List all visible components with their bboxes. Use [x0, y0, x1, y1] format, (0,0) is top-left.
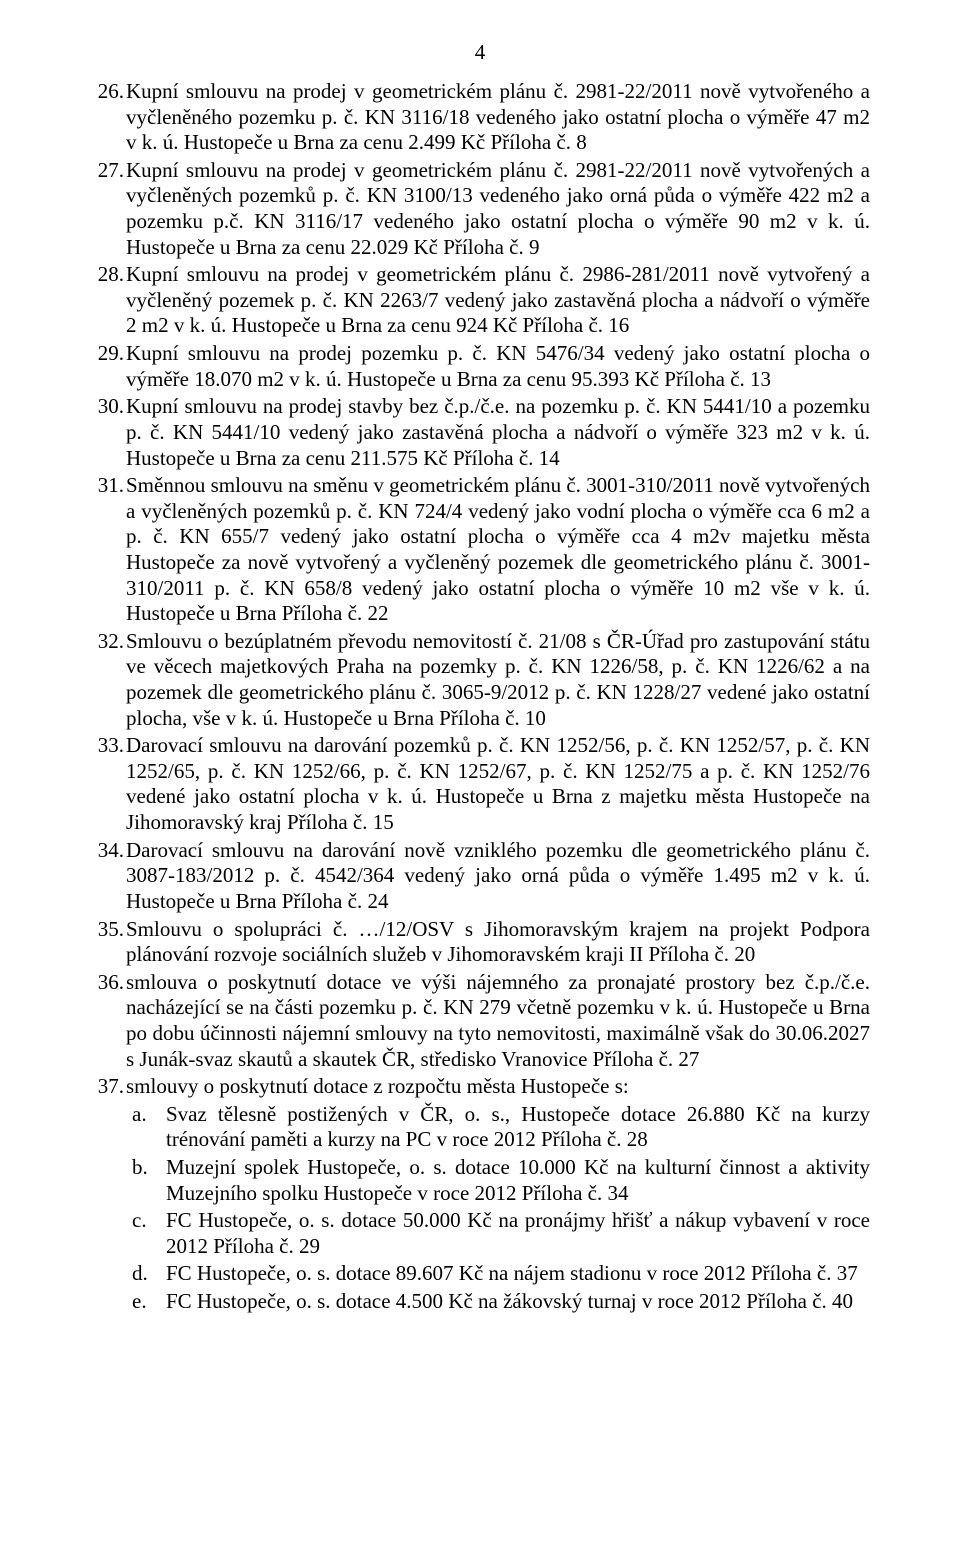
sub-item-text: FC Hustopeče, o. s. dotace 4.500 Kč na ž… [166, 1289, 853, 1313]
list-item: 31.Směnnou smlouvu na směnu v geometrick… [126, 473, 870, 627]
list-item: 28.Kupní smlouvu na prodej v geometrické… [126, 262, 870, 339]
list-item: 29.Kupní smlouvu na prodej pozemku p. č.… [126, 341, 870, 392]
sub-list-item: a.Svaz tělesně postižených v ČR, o. s., … [126, 1102, 870, 1153]
item-text: Směnnou smlouvu na směnu v geometrickém … [126, 473, 870, 625]
sub-item-label: e. [132, 1289, 160, 1315]
page-number: 4 [90, 40, 870, 65]
item-number: 37. [90, 1074, 124, 1100]
item-text: smlouvy o poskytnutí dotace z rozpočtu m… [126, 1074, 629, 1098]
item-number: 36. [90, 970, 124, 996]
sub-item-text: FC Hustopeče, o. s. dotace 89.607 Kč na … [166, 1261, 858, 1285]
list-item: 32.Smlouvu o bezúplatném převodu nemovit… [126, 629, 870, 731]
document-page: 4 26.Kupní smlouvu na prodej v geometric… [0, 0, 960, 1554]
sub-list-item: e.FC Hustopeče, o. s. dotace 4.500 Kč na… [126, 1289, 870, 1315]
ordered-list: 26.Kupní smlouvu na prodej v geometrické… [90, 79, 870, 1315]
item-text: Kupní smlouvu na prodej v geometrickém p… [126, 262, 870, 337]
item-text: Darovací smlouvu na darování nově vznikl… [126, 838, 870, 913]
item-number: 34. [90, 838, 124, 864]
list-item: 36.smlouva o poskytnutí dotace ve výši n… [126, 970, 870, 1072]
list-item: 26.Kupní smlouvu na prodej v geometrické… [126, 79, 870, 156]
sub-list: a.Svaz tělesně postižených v ČR, o. s., … [126, 1102, 870, 1315]
item-number: 30. [90, 394, 124, 420]
item-text: Smlouvu o bezúplatném převodu nemovitost… [126, 629, 870, 730]
item-number: 27. [90, 158, 124, 184]
sub-item-label: c. [132, 1208, 160, 1234]
item-number: 33. [90, 733, 124, 759]
item-number: 31. [90, 473, 124, 499]
item-text: Kupní smlouvu na prodej v geometrickém p… [126, 158, 870, 259]
list-item: 35.Smlouvu o spolupráci č. …/12/OSV s Ji… [126, 917, 870, 968]
sub-list-item: b.Muzejní spolek Hustopeče, o. s. dotace… [126, 1155, 870, 1206]
item-text: smlouva o poskytnutí dotace ve výši náje… [126, 970, 870, 1071]
item-number: 26. [90, 79, 124, 105]
item-text: Kupní smlouvu na prodej stavby bez č.p./… [126, 394, 870, 469]
sub-item-text: Muzejní spolek Hustopeče, o. s. dotace 1… [166, 1155, 870, 1205]
item-number: 28. [90, 262, 124, 288]
list-item: 30.Kupní smlouvu na prodej stavby bez č.… [126, 394, 870, 471]
item-number: 29. [90, 341, 124, 367]
item-text: Kupní smlouvu na prodej pozemku p. č. KN… [126, 341, 870, 391]
sub-item-label: a. [132, 1102, 160, 1128]
list-item: 37.smlouvy o poskytnutí dotace z rozpočt… [126, 1074, 870, 1100]
list-item: 34.Darovací smlouvu na darování nově vzn… [126, 838, 870, 915]
sub-item-label: d. [132, 1261, 160, 1287]
item-number: 32. [90, 629, 124, 655]
list-item: 27.Kupní smlouvu na prodej v geometrické… [126, 158, 870, 260]
sub-item-label: b. [132, 1155, 160, 1181]
item-text: Kupní smlouvu na prodej v geometrickém p… [126, 79, 870, 154]
sub-list-item: d.FC Hustopeče, o. s. dotace 89.607 Kč n… [126, 1261, 870, 1287]
item-text: Smlouvu o spolupráci č. …/12/OSV s Jihom… [126, 917, 870, 967]
item-text: Darovací smlouvu na darování pozemků p. … [126, 733, 870, 834]
sub-item-text: Svaz tělesně postižených v ČR, o. s., Hu… [166, 1102, 870, 1152]
sub-item-text: FC Hustopeče, o. s. dotace 50.000 Kč na … [166, 1208, 870, 1258]
item-number: 35. [90, 917, 124, 943]
list-item: 33.Darovací smlouvu na darování pozemků … [126, 733, 870, 835]
sub-list-item: c.FC Hustopeče, o. s. dotace 50.000 Kč n… [126, 1208, 870, 1259]
